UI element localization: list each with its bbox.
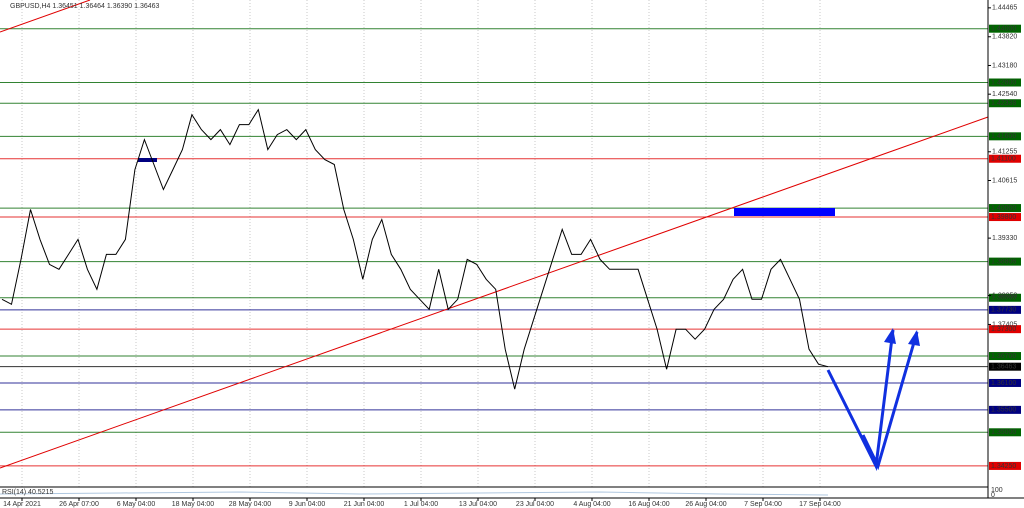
- plot-bg: [0, 0, 988, 508]
- level-label: 1.40000: [991, 205, 1016, 212]
- level-label-bg: [989, 213, 1021, 222]
- y-tick-label: 1.37405: [992, 321, 1017, 328]
- level-label: 1.36700: [991, 353, 1016, 360]
- level-label: 1.37730: [991, 307, 1016, 314]
- y-tick-label: 1.38050: [992, 292, 1017, 299]
- level-label: 1.41100: [991, 156, 1016, 163]
- x-tick-label: 18 May 04:00: [172, 501, 215, 508]
- levels: 1.44000 1.42800 1.42338 1.41600 1.41100 1.400…: [0, 24, 1021, 470]
- level-label-bg: [989, 24, 1021, 33]
- level-label-bg: [989, 378, 1021, 387]
- x-tick-label: 16 Aug 04:00: [628, 501, 669, 508]
- level-label: 1.38806: [991, 258, 1016, 265]
- level-label-bg: [989, 78, 1021, 87]
- level-label-bg: [989, 99, 1021, 108]
- x-tick-label: 14 Apr 2021: [3, 501, 41, 508]
- arrow-head: [884, 328, 896, 344]
- level-label-bg: [989, 204, 1021, 213]
- level-label-bg: [989, 293, 1021, 302]
- x-tick-label: 26 Aug 04:00: [685, 501, 726, 508]
- x-tick-label: 7 Sep 04:00: [744, 501, 782, 508]
- price-series: [1, 108, 829, 390]
- arrow-head: [908, 330, 920, 346]
- trend-line: [0, 116, 989, 469]
- price-line: [1, 108, 829, 390]
- y-tick-label: 1.40615: [992, 177, 1017, 184]
- rsi-line: [0, 491, 829, 496]
- level-label-bg: [989, 257, 1021, 266]
- y-tick-label: 1.43180: [992, 62, 1017, 69]
- level-label: 1.34250: [991, 463, 1016, 470]
- level-label: 1.42800: [991, 79, 1016, 86]
- level-label: 1.44000: [991, 26, 1016, 33]
- x-tick-label: 1 Jul 04:00: [404, 501, 438, 508]
- x-tick-label: 26 Apr 07:00: [59, 501, 99, 508]
- level-label: 1.42338: [991, 100, 1016, 107]
- zone: [734, 208, 835, 216]
- x-tick-label: 17 Sep 04:00: [799, 501, 841, 508]
- level-label: 1.36463: [991, 364, 1016, 371]
- level-label: 1.39800: [991, 214, 1016, 221]
- chart-title: GBPUSD,H4 1.36451 1.36464 1.36390 1.3646…: [10, 3, 160, 10]
- level-label: 1.35500: [991, 407, 1016, 414]
- y-tick-label: 1.39330: [992, 235, 1017, 242]
- x-tick-label: 4 Aug 04:00: [573, 501, 610, 508]
- x-tick-label: 23 Jul 04:00: [516, 501, 554, 508]
- level-label-bg: [989, 405, 1021, 414]
- level-label: 1.36100: [991, 380, 1016, 387]
- level-label-bg: [989, 305, 1021, 314]
- indicator-tick: 100: [991, 487, 1003, 494]
- level-label: 1.41600: [991, 133, 1016, 140]
- x-tick-label: 6 May 04:00: [117, 501, 156, 508]
- level-label: 1.38000: [991, 295, 1016, 302]
- trend-line: [0, 0, 91, 33]
- level-label-bg: [989, 132, 1021, 141]
- forecast-arrow: [826, 329, 895, 472]
- x-tick-label: 28 May 04:00: [229, 501, 272, 508]
- y-tick-label: 1.43820: [992, 34, 1017, 41]
- x-tick-label: 13 Jul 04:00: [459, 501, 497, 508]
- y-tick-label: 1.44465: [992, 5, 1017, 12]
- level-label: 1.37300: [991, 326, 1016, 333]
- indicator-label: RSI(14) 40.5215: [2, 489, 53, 496]
- zone: [138, 158, 157, 162]
- level-label-bg: [989, 325, 1021, 334]
- level-label-bg: [989, 461, 1021, 470]
- x-tick-label: 9 Jun 04:00: [289, 501, 326, 508]
- x-tick-label: 21 Jun 04:00: [344, 501, 385, 508]
- y-tick-label: 1.41255: [992, 149, 1017, 156]
- level-label-bg: [989, 362, 1021, 371]
- level-label-bg: [989, 154, 1021, 163]
- indicator-tick: 0: [991, 492, 995, 499]
- level-label-bg: [989, 352, 1021, 361]
- y-tick-label: 1.42540: [992, 91, 1017, 98]
- level-label-bg: [989, 428, 1021, 437]
- forecast-arrow: [861, 331, 919, 471]
- level-label: 1.35000: [991, 429, 1016, 436]
